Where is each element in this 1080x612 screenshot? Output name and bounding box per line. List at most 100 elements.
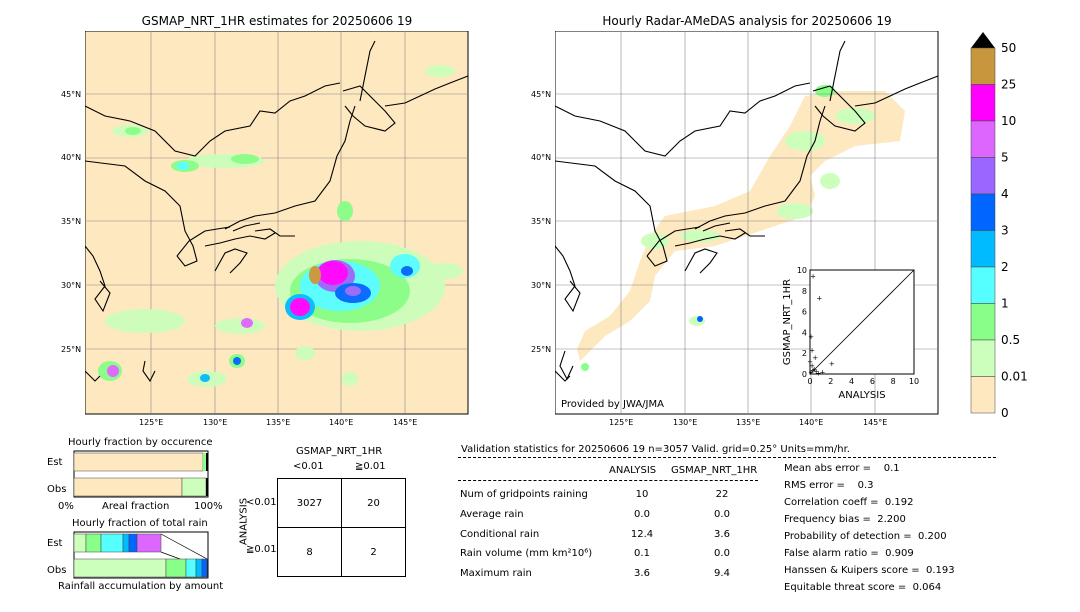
right-lat-label-45: 45°N — [531, 90, 552, 99]
right-analysis-domain — [577, 91, 905, 361]
validation-row-label: Rain volume (mm km²10⁶) — [460, 548, 593, 559]
left-map-grid — [85, 31, 468, 414]
colorbar: 50 25 10 5 4 3 2 1 0.5 0.01 0 — [970, 32, 1028, 420]
scatter-point: + — [808, 368, 814, 376]
right-map-credit: Provided by JWA/JMA — [561, 399, 664, 410]
scatter-point: + — [811, 365, 817, 373]
colorbar-label: 0.5 — [1001, 333, 1020, 347]
scatter-x-ticks: 0 2 4 6 8 10 — [807, 377, 919, 386]
left-lon-label-145: 145°E — [393, 418, 418, 427]
left-map-title: GSMAP_NRT_1HR estimates for 20250606 19 — [141, 14, 413, 28]
colorbar-block — [970, 120, 996, 158]
score-line: Correlation coeff = 0.192 — [784, 497, 914, 508]
scatter-ylabel: GSMAP_NRT_1HR — [782, 279, 793, 365]
scatter-point: + — [820, 368, 826, 376]
scatter-diagonal — [809, 269, 915, 375]
left-lon-label-130: 130°E — [203, 418, 228, 427]
right-lon-label-130: 130°E — [673, 418, 698, 427]
colorbar-label: 1 — [1001, 297, 1009, 311]
right-precip — [581, 85, 875, 371]
right-coastline — [555, 40, 939, 382]
colorbar-block — [970, 157, 996, 195]
colorbar-block — [970, 193, 996, 231]
colorbar-block — [970, 84, 996, 122]
colorbar-block — [970, 376, 996, 414]
right-lon-label-135: 135°E — [736, 418, 761, 427]
left-lon-label-140: 140°E — [329, 418, 354, 427]
score-line: Hanssen & Kuipers score = 0.193 — [784, 565, 955, 576]
left-lat-label-45: 45°N — [61, 90, 82, 99]
score-line: Frequency bias = 2.200 — [784, 514, 906, 525]
contingency-row-lt: <0.01 — [246, 497, 277, 508]
score-line: RMS error = 0.3 — [784, 480, 874, 491]
colorbar-block — [970, 339, 996, 377]
right-lat-label-35: 35°N — [531, 217, 552, 226]
scatter-x-tick-label: 6 — [870, 377, 875, 386]
scatter-y-tick-label: 2 — [802, 349, 807, 358]
left-coastline — [85, 40, 469, 383]
scatter-point: + — [809, 362, 815, 370]
validation-row-analysis: 12.4 — [630, 529, 654, 540]
total-rain-row-est: Est — [47, 538, 63, 549]
validation-row-gsmap: 3.6 — [714, 529, 730, 540]
occurrence-x-0: 0% — [58, 501, 74, 512]
scatter-point: + — [810, 273, 816, 281]
right-lat-label-25: 25°N — [531, 345, 552, 354]
colorbar-label: 5 — [1001, 151, 1009, 165]
scatter-point: + — [815, 369, 821, 377]
right-lon-label-145: 145°E — [863, 418, 888, 427]
scatter-point: + — [829, 360, 835, 368]
validation-col-analysis: ANALYSIS — [609, 465, 657, 476]
validation-row-label: Maximum rain — [460, 568, 532, 579]
validation-row-gsmap: 0.0 — [714, 509, 730, 520]
contingency-cell-yn: 8 — [277, 527, 342, 577]
scatter-y-tick-label: 8 — [802, 287, 807, 296]
scatter-point: + — [808, 333, 814, 341]
contingency-cell-nn: 3027 — [277, 478, 342, 528]
occurrence-bars — [73, 450, 209, 498]
score-line: Probability of detection = 0.200 — [784, 531, 947, 542]
occurrence-obs-dry — [73, 477, 183, 497]
colorbar-block — [970, 266, 996, 304]
colorbar-label: 2 — [1001, 260, 1009, 274]
total-rain-title: Hourly fraction of total rain — [72, 518, 208, 529]
occurrence-obs-wet — [181, 477, 207, 497]
occurrence-title: Hourly fraction by occurence — [68, 437, 213, 448]
scatter-y-tick-label: 6 — [802, 308, 807, 317]
score-line: False alarm ratio = 0.909 — [784, 548, 914, 559]
contingency-title: GSMAP_NRT_1HR — [296, 446, 383, 457]
scatter-point: + — [812, 354, 818, 362]
left-precip — [98, 65, 463, 387]
right-map-title: Hourly Radar-AMeDAS analysis for 2025060… — [602, 14, 892, 28]
colorbar-label: 25 — [1001, 78, 1016, 92]
total-rain-row-obs: Obs — [47, 565, 67, 576]
colorbar-extend-arrow — [971, 32, 995, 48]
scatter-point: + — [810, 366, 816, 374]
colorbar-blocks — [970, 47, 996, 414]
validation-row-gsmap: 9.4 — [714, 568, 730, 579]
occurrence-est-dry — [73, 452, 204, 472]
scatter-x-tick-label: 4 — [849, 377, 854, 386]
scatter-points: ++++++++ ++++++ — [807, 273, 835, 378]
validation-row-gsmap: 22 — [715, 489, 729, 500]
scatter-x-tick-label: 2 — [828, 377, 833, 386]
colorbar-label: 0 — [1001, 406, 1009, 420]
contingency-col-lt: <0.01 — [293, 461, 324, 472]
scatter-x-tick-label: 8 — [891, 377, 896, 386]
scatter-y-tick-label: 10 — [797, 266, 807, 275]
scatter-x-tick-label: 0 — [807, 377, 812, 386]
scatter-point: + — [813, 367, 819, 375]
left-lat-label-30: 30°N — [61, 281, 82, 290]
right-lon-label-125: 125°E — [609, 418, 634, 427]
validation-row-analysis: 0.1 — [634, 548, 650, 559]
left-lat-label-25: 25°N — [61, 345, 82, 354]
scatter-point: + — [816, 295, 822, 303]
colorbar-block — [970, 230, 996, 268]
scatter-x-tick-label: 10 — [909, 377, 919, 386]
validation-col-gsmap: GSMAP_NRT_1HR — [671, 465, 758, 476]
occurrence-row-est: Est — [47, 457, 63, 468]
occurrence-x-mid: Areal fraction — [102, 501, 170, 512]
total-rain-bars — [73, 531, 209, 579]
colorbar-label: 3 — [1001, 224, 1009, 238]
left-lon-label-125: 125°E — [139, 418, 164, 427]
